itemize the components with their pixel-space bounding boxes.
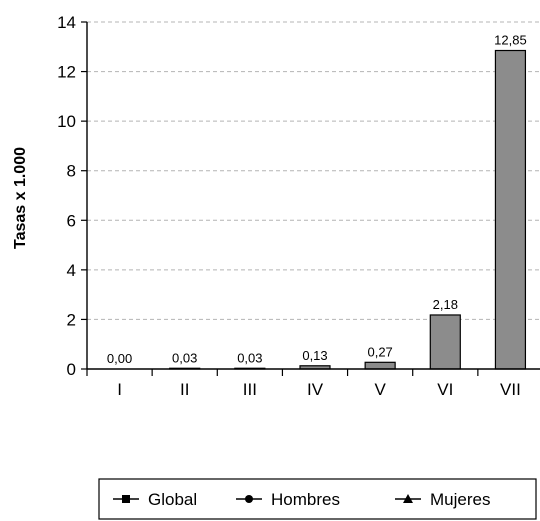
legend-label: Mujeres [430,490,490,509]
bars [169,49,527,370]
value-label: 2,18 [433,297,458,312]
legend-entry-global: Global [113,490,197,509]
legend-label: Hombres [271,490,340,509]
value-label: 0,00 [107,351,132,366]
value-label: 0,03 [237,350,262,365]
y-tick-label: 14 [57,13,76,32]
value-label: 0,27 [367,344,392,359]
x-tick-label: II [180,380,189,399]
value-label: 0,03 [172,350,197,365]
y-tick-label: 8 [67,162,76,181]
y-tick-label: 12 [57,63,76,82]
y-tick-label: 2 [67,310,76,329]
bar-V [364,361,396,370]
legend-label: Global [148,490,197,509]
value-labels: 0,00 0,03 0,03 0,13 0,27 2,18 12,85 [107,33,527,366]
x-tick-label: I [117,380,122,399]
axes [81,21,540,376]
value-label: 12,85 [494,33,527,48]
x-tick-label: VI [437,380,453,399]
y-axis-label: Tasas x 1.000 [12,147,29,249]
x-tick-label: V [374,380,386,399]
legend-triangle-marker [403,494,413,503]
x-tick-label: III [243,380,257,399]
gridlines [87,21,540,320]
legend-entry-hombres: Hombres [236,490,340,509]
x-tick-label: IV [307,380,324,399]
value-label: 0,13 [302,348,327,363]
legend-entry-mujeres: Mujeres [395,490,490,509]
x-tick-label: VII [500,380,521,399]
y-tick-label: 4 [67,261,76,280]
legend-circle-marker [245,495,253,503]
y-tick-label: 0 [67,360,76,379]
y-tick-label: 6 [67,211,76,230]
legend-box [98,478,537,520]
legend: Global Hombres Mujeres [98,478,537,520]
legend-square-marker [122,495,130,503]
bar-VI [429,314,461,370]
bar-VII [494,49,527,370]
y-tick-label: 10 [57,112,76,131]
